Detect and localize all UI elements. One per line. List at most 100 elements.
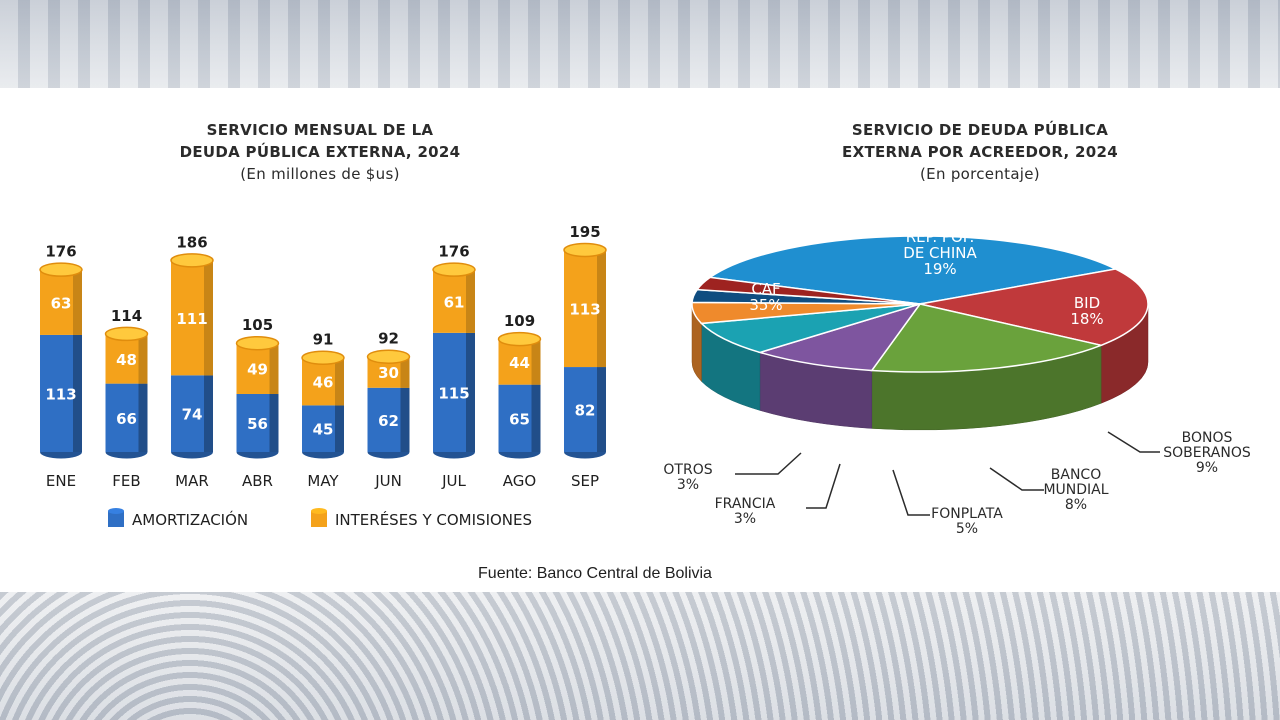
legend-label: INTERÉSES Y COMISIONES — [335, 510, 532, 529]
x-tick-label: MAY — [307, 472, 339, 490]
pie-label-banco_mundial: BANCO MUNDIAL 8% — [1043, 467, 1108, 513]
data-label-total: 109 — [504, 312, 535, 330]
pie-slice-china — [919, 268, 1149, 347]
data-label-intereses: 111 — [176, 310, 207, 328]
bar-stack-jul: 115 61 176 JUL — [432, 243, 476, 490]
bar-chart-title-line1: SERVICIO MENSUAL DE LA — [206, 121, 434, 139]
pie-label-bonos: BONOS SOBERANOS 9% — [1163, 430, 1251, 476]
data-label-total: 105 — [242, 316, 273, 334]
bar-stack-may: 45 46 91 MAY — [301, 331, 345, 490]
bar-top-cap — [39, 262, 83, 277]
data-label-intereses: 44 — [509, 354, 530, 372]
pie-slice-bonos — [757, 302, 922, 372]
pie-slice-bid — [870, 303, 1104, 373]
bar-top-cap — [235, 335, 280, 351]
bar-segment-shadow — [269, 343, 279, 394]
bar-segment-shadow — [138, 383, 148, 452]
pie-chart: CAF 35% REP. POP. DE CHINA 19% BID 18% BONOS SOB… — [663, 228, 1250, 537]
pie-top — [691, 235, 1149, 373]
data-label-amortizacion: 82 — [575, 402, 596, 420]
bar-legend: AMORTIZACIÓN INTERÉSES Y COMISIONES — [108, 508, 532, 529]
x-tick-label: FEB — [112, 472, 140, 490]
bar-top-cap — [497, 331, 542, 347]
pie-side-walls — [691, 303, 1149, 431]
leader-line-fonplata — [892, 469, 930, 516]
data-label-intereses: 113 — [569, 301, 600, 319]
source-note: Fuente: Banco Central de Bolivia — [478, 565, 712, 582]
pie-chart-subtitle: (En porcentaje) — [920, 165, 1040, 183]
bar-stack-abr: 56 49 105 ABR — [235, 316, 280, 490]
pie-label-fonplata: FONPLATA 5% — [931, 506, 1003, 537]
bar-segment-shadow — [531, 384, 541, 452]
data-label-intereses: 49 — [247, 361, 268, 379]
bar-segment-shadow — [269, 393, 279, 452]
bar-segment-shadow — [204, 260, 213, 376]
data-label-total: 91 — [313, 331, 334, 349]
leader-line-banco_mundial — [989, 467, 1044, 491]
legend-swatch — [311, 508, 327, 527]
bar-segment-shadow — [597, 367, 606, 452]
data-label-total: 114 — [111, 307, 142, 325]
legend-swatch — [108, 508, 124, 527]
bar-chart-title-line2: DEUDA PÚBLICA EXTERNA, 2024 — [179, 143, 461, 161]
data-label-total: 176 — [45, 243, 76, 261]
bar-segment-shadow — [73, 334, 82, 452]
background-building-top — [0, 0, 1280, 88]
data-label-amortizacion: 66 — [116, 410, 137, 428]
legend-swatch-body — [311, 511, 327, 527]
bar-segment-shadow — [204, 375, 213, 452]
pie-label-otros: OTROS 3% — [663, 462, 712, 493]
data-label-intereses: 61 — [444, 293, 465, 311]
data-label-intereses: 48 — [116, 351, 137, 369]
leader-line-francia — [806, 463, 841, 509]
bar-top-cap — [170, 253, 214, 268]
bar-top-cap — [563, 242, 607, 258]
legend-swatch-top — [311, 508, 327, 514]
legend-swatch-body — [108, 511, 124, 527]
bar-segment-shadow — [597, 249, 606, 368]
bar-chart-subtitle: (En millones de $us) — [240, 165, 400, 183]
legend-label: AMORTIZACIÓN — [132, 510, 248, 529]
pie-chart-title: SERVICIO DE DEUDA PÚBLICA EXTERNA POR AC… — [760, 119, 1200, 185]
bar-segment-shadow — [335, 405, 344, 452]
bar-segment-shadow — [73, 269, 82, 335]
leader-line-otros — [735, 452, 802, 475]
bar-top-cap — [104, 326, 149, 342]
data-label-total: 92 — [378, 330, 399, 348]
x-tick-label: MAR — [175, 472, 209, 490]
pie-chart-title-line1: SERVICIO DE DEUDA PÚBLICA — [851, 121, 1109, 139]
data-label-amortizacion: 45 — [313, 421, 334, 439]
bar-segment-shadow — [138, 333, 148, 384]
data-label-total: 195 — [569, 223, 600, 241]
pie-label-caf: CAF 35% — [749, 280, 782, 314]
bar-top-cap — [432, 262, 476, 277]
bar-segment-shadow — [531, 339, 541, 385]
data-label-intereses: 46 — [313, 374, 334, 392]
x-tick-label: SEP — [571, 472, 599, 490]
bar-segment-shadow — [466, 269, 475, 333]
bar-chart: 113 63 176 ENE 66 48 114 FEB 74 111 186 MAR 56 49 105 A… — [39, 223, 607, 529]
bar-top-cap — [301, 350, 345, 365]
pie-slice-otros — [695, 276, 921, 305]
bar-stack-ago: 65 44 109 AGO — [497, 312, 542, 490]
bar-segment-shadow — [400, 387, 410, 452]
background-building-bottom — [0, 592, 1280, 720]
x-tick-label: JUN — [374, 472, 402, 490]
data-label-amortizacion: 62 — [378, 412, 399, 430]
bar-segment-shadow — [335, 357, 344, 406]
leader-line-bonos — [1107, 431, 1160, 453]
data-label-amortizacion: 56 — [247, 415, 268, 433]
bar-chart-title: SERVICIO MENSUAL DE LA DEUDA PÚBLICA EXT… — [120, 119, 520, 185]
pie-label-bid: BID 18% — [1070, 294, 1103, 328]
data-label-intereses: 30 — [378, 364, 399, 382]
legend-swatch-top — [108, 508, 124, 514]
bar-stack-feb: 66 48 114 FEB — [104, 307, 149, 490]
bar-stack-mar: 74 111 186 MAR — [170, 233, 214, 490]
data-label-intereses: 63 — [51, 294, 72, 312]
x-tick-label: JUL — [441, 472, 466, 490]
data-label-amortizacion: 115 — [438, 384, 469, 402]
bar-stack-ene: 113 63 176 ENE — [39, 243, 83, 490]
data-label-total: 186 — [176, 233, 207, 251]
bar-segment-shadow — [400, 356, 410, 388]
pie-labels: CAF 35% REP. POP. DE CHINA 19% BID 18% BONOS SOB… — [663, 228, 1250, 537]
